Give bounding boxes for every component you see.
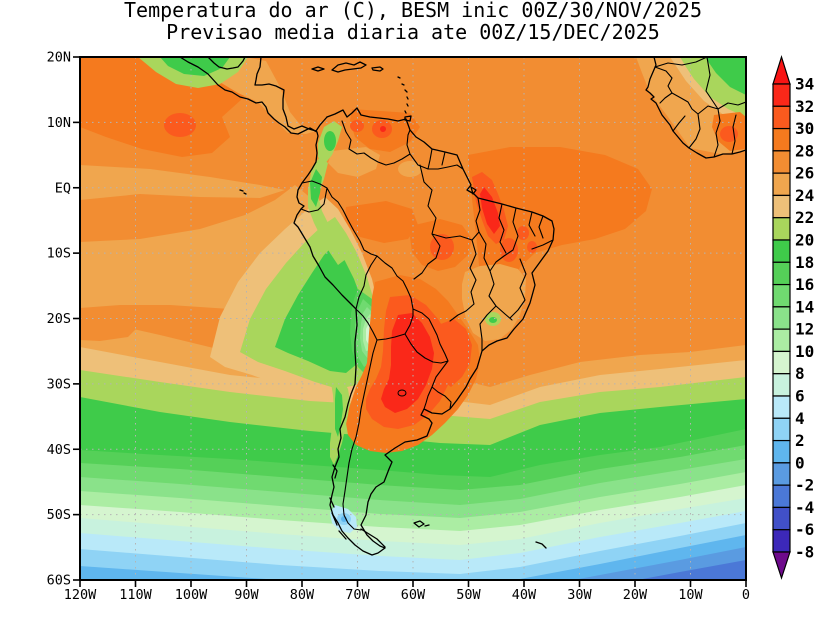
lat-tick-label: 10S bbox=[47, 246, 71, 262]
colorbar-tick-label: 20 bbox=[795, 231, 814, 250]
colorbar-segment bbox=[772, 350, 791, 375]
colorbar-segment bbox=[772, 484, 791, 509]
colorbar-segment bbox=[772, 439, 791, 464]
lon-tick-label: 40W bbox=[512, 587, 537, 603]
colorbar-tick-label: -6 bbox=[795, 520, 814, 539]
colorbar-tick-label: 32 bbox=[795, 97, 814, 116]
map-plot-area bbox=[80, 57, 746, 580]
islands bbox=[239, 61, 547, 549]
colorbar-arrow-bottom bbox=[772, 551, 791, 580]
lat-tick-label: 60S bbox=[47, 573, 71, 589]
lon-tick-label: 100W bbox=[175, 587, 208, 603]
colorbar-tick-label: 6 bbox=[795, 387, 805, 406]
colorbar-segment bbox=[772, 261, 791, 286]
colorbar-tick-label: 34 bbox=[795, 75, 814, 94]
colorbar-tick-label: 8 bbox=[795, 364, 805, 383]
colorbar-segment bbox=[772, 328, 791, 353]
colorbar-arrow-top bbox=[772, 55, 791, 85]
lat-tick-label: 10N bbox=[47, 115, 71, 131]
lon-tick-label: 20W bbox=[623, 587, 648, 603]
colorbar-tick-label: 4 bbox=[795, 409, 805, 428]
brazil-state-borders bbox=[413, 164, 554, 352]
colorbar-segment bbox=[772, 306, 791, 330]
colorbar-tick-label: 14 bbox=[795, 297, 814, 316]
country-borders bbox=[300, 120, 464, 531]
lon-tick-label: 90W bbox=[234, 587, 259, 603]
colorbar-segment bbox=[772, 172, 791, 197]
colorbar-tick-label: 12 bbox=[795, 320, 814, 339]
lat-tick-label: 40S bbox=[47, 442, 71, 458]
colorbar-tick-label: 18 bbox=[795, 253, 814, 272]
lat-tick-label: 20S bbox=[47, 311, 71, 327]
lon-tick-label: 120W bbox=[64, 587, 97, 603]
colorbar-tick-label: -8 bbox=[795, 543, 814, 562]
lon-tick-label: 80W bbox=[290, 587, 315, 603]
colorbar-segment bbox=[772, 283, 791, 308]
colorbar-segment bbox=[772, 506, 791, 531]
colorbar-segment bbox=[772, 83, 791, 107]
lat-tick-label: 50S bbox=[47, 507, 71, 523]
lon-axis: 120W 110W 100W 90W 80W 70W 60W 50W 40W 30W 20W 10W 0 bbox=[64, 580, 750, 603]
colorbar-segment bbox=[772, 373, 791, 397]
lon-tick-label: 70W bbox=[345, 587, 370, 603]
colorbar-tick-label: -2 bbox=[795, 476, 814, 495]
colorbar-tick-label: 22 bbox=[795, 208, 814, 227]
colorbar-segment bbox=[772, 462, 791, 486]
colorbar-tick-label: 2 bbox=[795, 431, 805, 450]
colorbar-tick-label: 0 bbox=[795, 453, 805, 472]
colorbar-segment bbox=[772, 239, 791, 263]
colorbar-segment bbox=[772, 217, 791, 241]
lon-tick-label: 10W bbox=[678, 587, 703, 603]
colorbar-segment bbox=[772, 395, 791, 419]
colorbar-tick-label: 28 bbox=[795, 141, 814, 160]
colorbar-segment bbox=[772, 105, 791, 130]
lon-tick-label: 0 bbox=[742, 587, 750, 603]
colorbar-segment bbox=[772, 417, 791, 442]
plot-title-line2: Previsao media diaria ate 00Z/15/DEC/202… bbox=[166, 20, 660, 44]
colorbar-segment bbox=[772, 529, 791, 553]
colorbar-tick-label: 24 bbox=[795, 186, 814, 205]
colorbar-segment bbox=[772, 150, 791, 174]
colorbar-segment bbox=[772, 127, 791, 152]
lon-tick-label: 60W bbox=[401, 587, 426, 603]
lat-tick-label: 20N bbox=[47, 50, 71, 66]
lon-tick-label: 110W bbox=[119, 587, 152, 603]
lon-tick-label: 30W bbox=[567, 587, 592, 603]
colorbar-segment bbox=[772, 194, 791, 219]
lat-axis: 20N 10N EQ 10S 20S 30S 40S 50S 60S bbox=[47, 50, 80, 589]
colorbar-tick-label: -4 bbox=[795, 498, 814, 517]
plot-title-line1: Temperatura do ar (C), BESM inic 00Z/30/… bbox=[124, 0, 702, 22]
colorbar-tick-label: 16 bbox=[795, 275, 814, 294]
lat-tick-label: 30S bbox=[47, 376, 71, 392]
colorbar-tick-label: 26 bbox=[795, 164, 814, 183]
lon-tick-label: 50W bbox=[456, 587, 481, 603]
colorbar-tick-label: 10 bbox=[795, 342, 814, 361]
lat-tick-label: EQ bbox=[55, 180, 71, 196]
africa-borders bbox=[654, 57, 746, 158]
colorbar-tick-label: 30 bbox=[795, 119, 814, 138]
